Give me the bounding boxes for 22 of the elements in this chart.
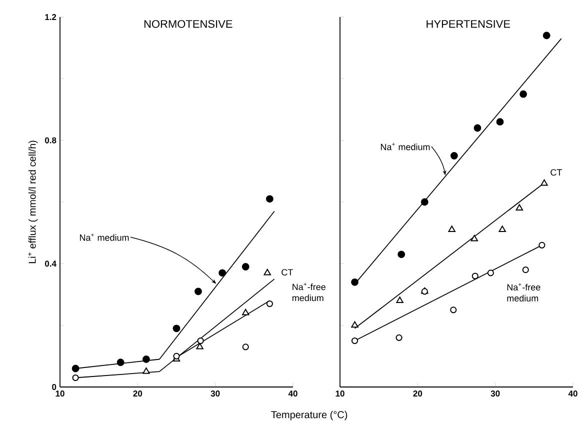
- annotation: CT: [550, 169, 562, 176]
- x-tick-label: 30: [210, 390, 220, 397]
- annotation: Na$^{+}$-free medium: [292, 282, 326, 302]
- y-tick-label: 0: [52, 384, 56, 390]
- annotation: Na$^{+}$ medium: [80, 233, 129, 241]
- x-tick-label: 40: [288, 390, 298, 397]
- x-axis-title: Temperature (°C): [271, 410, 348, 420]
- x-tick-label: 10: [336, 390, 344, 397]
- x-tick-label: 30: [490, 390, 500, 397]
- annotation: Na$^{+}$ medium: [380, 142, 430, 150]
- x-tick-label: 10: [56, 390, 64, 397]
- x-tick-label: 20: [133, 390, 142, 397]
- y-tick-label: 0.8: [44, 137, 56, 144]
- y-tick-label: 1.2: [45, 14, 56, 20]
- chart-title: HYPERTENSIVE: [426, 20, 510, 28]
- chart-title: NORMOTENSIVE: [144, 20, 232, 28]
- x-tick-label: 20: [413, 390, 422, 397]
- y-axis-title: Li$^{+}$ efflux ( mmol/l red cell/h): [28, 140, 38, 264]
- annotation: Na$^{+}$-free medium: [507, 283, 540, 302]
- annotation: CT: [282, 269, 293, 276]
- x-tick-label: 40: [568, 390, 578, 397]
- y-tick-label: 0.4: [44, 260, 56, 267]
